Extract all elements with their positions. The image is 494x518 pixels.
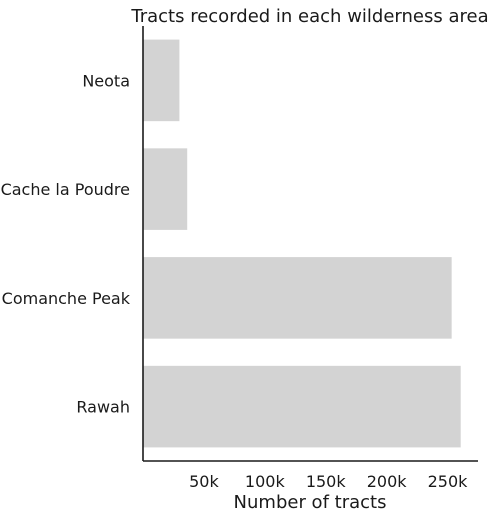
y-tick-label: Neota bbox=[82, 71, 130, 90]
x-axis-label: Number of tracts bbox=[234, 492, 387, 513]
bar-rawah bbox=[143, 365, 461, 448]
x-tick-label: 100k bbox=[245, 472, 286, 491]
y-tick-label: Rawah bbox=[76, 398, 130, 417]
x-tick-label: 200k bbox=[367, 472, 408, 491]
x-tick-label: 250k bbox=[428, 472, 469, 491]
bar-comanche-peak bbox=[143, 257, 452, 339]
bars-group bbox=[143, 39, 461, 448]
x-ticks: 50k 100k 150k 200k 250k bbox=[189, 472, 468, 491]
y-tick-label: Comanche Peak bbox=[2, 289, 131, 308]
bar-neota bbox=[143, 39, 180, 122]
x-tick-label: 50k bbox=[189, 472, 219, 491]
chart-title: Tracts recorded in each wilderness area bbox=[130, 6, 488, 27]
bar-cache-la-poudre bbox=[143, 148, 188, 230]
y-tick-labels: Neota Cache la Poudre Comanche Peak Rawah bbox=[1, 71, 131, 416]
y-tick-label: Cache la Poudre bbox=[1, 180, 130, 199]
x-tick-label: 150k bbox=[306, 472, 347, 491]
